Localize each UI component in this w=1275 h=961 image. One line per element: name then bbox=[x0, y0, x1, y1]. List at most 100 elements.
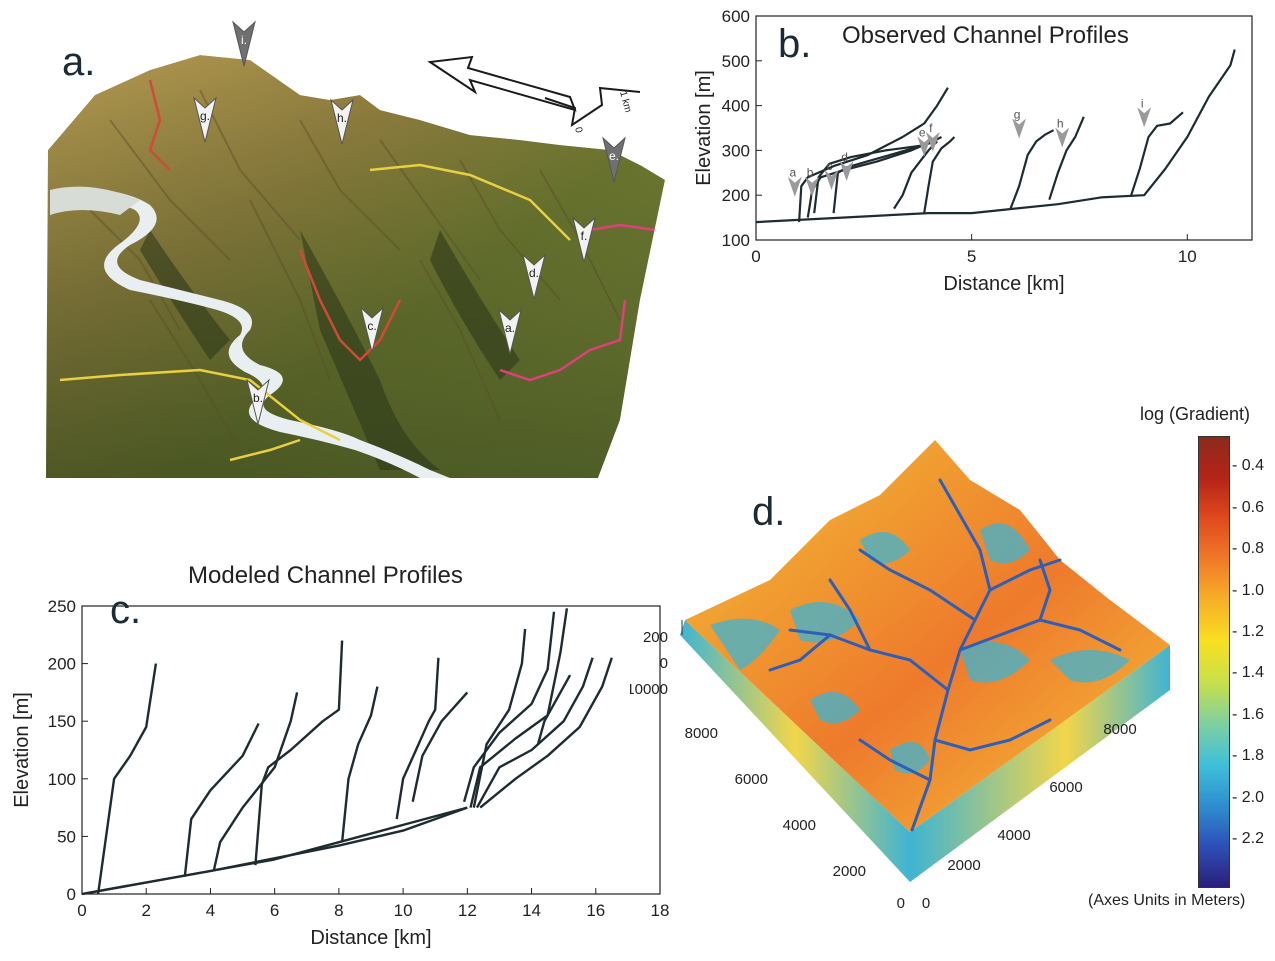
profile-line-15 bbox=[536, 674, 572, 745]
colorbar-tick-label: - 2.0 bbox=[1232, 788, 1265, 806]
panel-letter-d: d. bbox=[752, 490, 786, 534]
photo-marker-e: e. bbox=[602, 136, 626, 183]
panel-a: 1 km 0 a. b. c. d. e. f. g. h. i. a. bbox=[0, 0, 680, 500]
y-tick-label: 500 bbox=[722, 52, 750, 71]
profile-line-8 bbox=[395, 657, 440, 820]
photo-marker-label: d. bbox=[529, 266, 539, 280]
y-tick-label: 0 bbox=[67, 885, 76, 904]
y-tick-label: 400 bbox=[722, 97, 750, 116]
scale-zero: 0 bbox=[572, 126, 584, 135]
profile-marker-label: c bbox=[826, 159, 832, 173]
x-tick-label: 4 bbox=[206, 901, 215, 920]
panel-letter-c: c. bbox=[110, 588, 142, 632]
profile-marker-b: b bbox=[805, 166, 820, 197]
gradient-surface: 200 0 10000 8000 6000 4000 2000 0 8000 6… bbox=[626, 440, 1170, 912]
white-side-mask bbox=[0, 150, 680, 500]
y-axis-title: Elevation [m] bbox=[693, 70, 715, 186]
left-axis-ticks: 10000 8000 6000 4000 2000 0 bbox=[626, 681, 905, 912]
profile-marker-label: a bbox=[789, 166, 796, 180]
scale-bar bbox=[544, 86, 641, 128]
colorbar-tick-label: - 0.6 bbox=[1232, 498, 1265, 516]
profile-marker-label: g bbox=[1014, 107, 1021, 121]
scale-label: 1 km bbox=[617, 90, 633, 114]
photo-markers: a. b. c. d. e. f. g. h. i. bbox=[193, 20, 626, 425]
colorbar-tick-label: - 0.8 bbox=[1232, 540, 1265, 558]
profile-line-7 bbox=[340, 686, 379, 843]
z-tick-0: 0 bbox=[660, 655, 668, 672]
photo-marker-label: c. bbox=[367, 319, 376, 333]
channel-network bbox=[768, 478, 1122, 832]
profile-marker-label: h bbox=[1057, 116, 1064, 130]
left-tick: 2000 bbox=[833, 863, 866, 880]
chart-b-title: Observed Channel Profiles bbox=[842, 22, 1129, 49]
y-tick-label: 100 bbox=[722, 231, 750, 250]
y-axis-title: Elevation [m] bbox=[11, 692, 33, 808]
profile-line-3 bbox=[806, 138, 938, 218]
x-tick-label: 2 bbox=[141, 901, 150, 920]
profile-marker-c: c bbox=[824, 159, 839, 190]
profile-line-2 bbox=[798, 87, 949, 223]
y-tick-label: 300 bbox=[722, 141, 750, 160]
white-top-mask bbox=[0, 0, 680, 165]
profile-line-11 bbox=[462, 611, 556, 803]
landscape-photo: 1 km 0 a. b. c. d. e. f. g. h. i. bbox=[0, 0, 680, 500]
surface-right-wall bbox=[910, 645, 1170, 882]
surface-top bbox=[685, 440, 1170, 832]
plot-frame bbox=[81, 605, 661, 895]
y-tick-label: 150 bbox=[48, 712, 76, 731]
right-tick: 0 bbox=[922, 895, 930, 912]
profile-line-12 bbox=[469, 608, 569, 808]
photo-marker-label: g. bbox=[200, 109, 210, 123]
photo-marker-c: c. bbox=[360, 306, 384, 353]
profile-marker-d: d bbox=[839, 150, 854, 182]
x-tick-label: 8 bbox=[334, 901, 343, 920]
basin-traces bbox=[59, 79, 656, 462]
right-tick: 2000 bbox=[947, 857, 980, 874]
profile-line-9 bbox=[1048, 116, 1085, 201]
profile-line-9 bbox=[411, 691, 469, 803]
x-tick-label: 10 bbox=[394, 901, 413, 920]
profile-line-13 bbox=[475, 657, 594, 809]
profile-line-7 bbox=[923, 136, 956, 214]
x-tick-label: 0 bbox=[77, 901, 86, 920]
profile-marker-label: e bbox=[919, 125, 926, 139]
ridge-texture bbox=[79, 89, 621, 451]
photo-marker-f: f. bbox=[572, 216, 596, 263]
x-axis-title: Distance [km] bbox=[943, 273, 1064, 295]
panel-b: 0 5 10 100 200 300 400 500 600 Distance [km] Eleva… bbox=[680, 0, 1275, 310]
modeled-profiles-chart: 0 2 4 6 8 10 12 14 16 18 0 50 100 150 200 250 Distance [… bbox=[11, 597, 670, 949]
profile-line-8 bbox=[1009, 129, 1055, 209]
left-tick: 0 bbox=[897, 895, 905, 912]
left-tick: 10000 bbox=[630, 681, 668, 698]
panel-d: 200 0 10000 8000 6000 4000 2000 0 8000 6… bbox=[626, 420, 1275, 956]
x-tick-label: 10 bbox=[1178, 247, 1197, 266]
x-tick-label: 14 bbox=[522, 901, 541, 920]
colorbar-tick-label: - 2.2 bbox=[1232, 830, 1265, 848]
photo-marker-label: e. bbox=[609, 149, 619, 163]
profile-line-5 bbox=[212, 692, 299, 872]
profile-marker-h: h bbox=[1055, 116, 1070, 148]
y-tick-label: 50 bbox=[57, 827, 76, 846]
left-tick: 8000 bbox=[685, 725, 718, 742]
colorbar bbox=[1198, 436, 1230, 888]
chart-c-title: Modeled Channel Profiles bbox=[188, 562, 463, 589]
north-arrow bbox=[427, 55, 577, 112]
colorbar-title: log (Gradient) bbox=[1140, 404, 1251, 424]
right-tick: 8000 bbox=[1103, 721, 1136, 738]
profile-line-4 bbox=[183, 722, 260, 877]
profile-line-6 bbox=[893, 140, 938, 210]
profile-marker-g: g bbox=[1012, 107, 1027, 139]
colorbar-tick-label: - 1.8 bbox=[1232, 747, 1265, 765]
photo-marker-label: i. bbox=[241, 33, 247, 47]
panel-letter-b: b. bbox=[778, 22, 812, 66]
panel-letter-a: a. bbox=[62, 40, 96, 84]
profile-line-6 bbox=[254, 640, 344, 866]
profile-marker-e: e bbox=[917, 125, 932, 157]
x-tick-label: 18 bbox=[651, 901, 670, 920]
colorbar-tick-label: - 1.4 bbox=[1232, 664, 1265, 682]
photo-marker-label: a. bbox=[505, 321, 515, 335]
profile-marker-label: d bbox=[841, 150, 848, 164]
photo-marker-d: d. bbox=[522, 253, 546, 300]
profile-marker-label: b bbox=[807, 166, 814, 180]
x-tick-label: 6 bbox=[270, 901, 279, 920]
